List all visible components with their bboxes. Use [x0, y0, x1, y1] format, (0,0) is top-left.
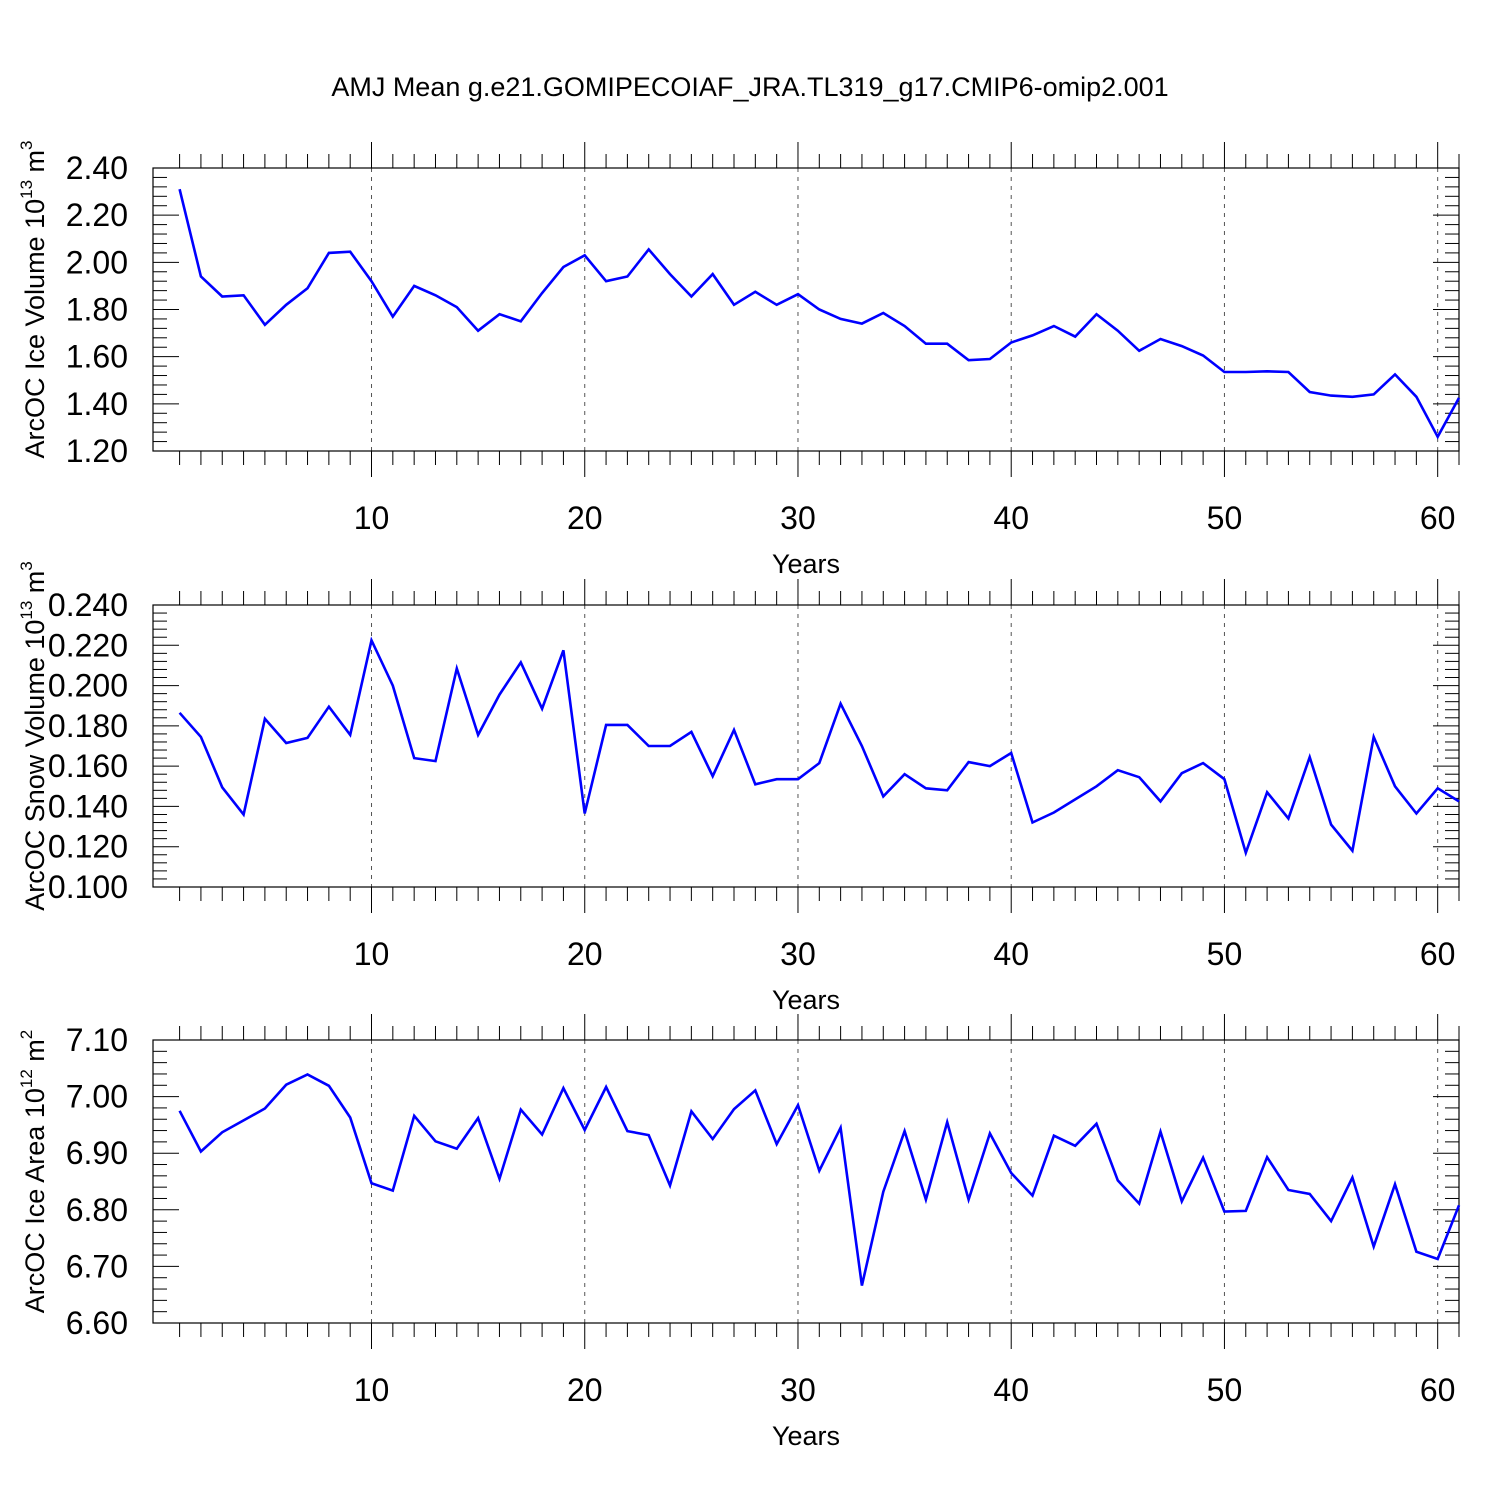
y-tick-label: 0.160: [48, 748, 128, 784]
x-tick-label: 60: [1420, 1372, 1456, 1408]
y-tick-label: 1.60: [66, 339, 128, 375]
y-tick-label: 2.00: [66, 244, 128, 280]
panel-snow-volume: 0.100 0.120 0.140 0.160 0.180 0.200 0.220 0.240…: [17, 561, 1460, 1015]
y-tick-label: 6.70: [66, 1248, 128, 1284]
series-line-snow-volume: [178, 636, 1460, 858]
x-tick-label: 40: [993, 500, 1029, 536]
y-axis-title: ArcOC Ice Volume 1013 m3: [17, 140, 50, 458]
x-tick-label: 50: [1207, 500, 1243, 536]
x-tick-label: 40: [993, 936, 1029, 972]
x-tick-label: 20: [567, 500, 603, 536]
y-tick-label: 1.40: [66, 386, 128, 422]
y-tick-label: 0.140: [48, 788, 128, 824]
y-tick-label: 7.10: [66, 1022, 128, 1058]
x-tick-label: 60: [1420, 500, 1456, 536]
y-tick-label: 1.80: [66, 292, 128, 328]
series-line-ice-area: [178, 1073, 1461, 1286]
x-tick-label: 10: [354, 1372, 390, 1408]
series-line-ice-volume: [178, 188, 1461, 440]
figure-title: AMJ Mean g.e21.GOMIPECOIAF_JRA.TL319_g17…: [331, 72, 1169, 102]
y-tick-label: 0.180: [48, 708, 128, 744]
y-tick-label: 0.120: [48, 829, 128, 865]
y-tick-label: 2.40: [66, 150, 128, 186]
panel-ice-volume: 1.20 1.40 1.60 1.80 2.00 2.20 2.40 10 20 30 40 50 60…: [17, 140, 1461, 579]
y-tick-label: 0.220: [48, 627, 128, 663]
x-tick-label: 60: [1420, 936, 1456, 972]
x-tick-label: 10: [354, 936, 390, 972]
x-tick-label: 20: [567, 1372, 603, 1408]
x-tick-label: 30: [780, 936, 816, 972]
x-axis-title: Years: [772, 549, 840, 579]
x-tick-label: 10: [354, 500, 390, 536]
y-tick-label: 0.240: [48, 587, 128, 623]
x-tick-label: 30: [780, 500, 816, 536]
y-axis-title: ArcOC Ice Area 1012 m2: [17, 1030, 50, 1314]
y-axis-title: ArcOC Snow Volume 1013 m3: [17, 561, 50, 911]
plot-frame: [152, 167, 1460, 452]
y-tick-label: 7.00: [66, 1079, 128, 1115]
y-tick-label: 6.80: [66, 1192, 128, 1228]
y-tick-label: 6.60: [66, 1305, 128, 1341]
y-tick-label: 6.90: [66, 1135, 128, 1171]
x-axis-title: Years: [772, 985, 840, 1015]
y-tick-label: 1.20: [66, 433, 128, 469]
x-axis-title: Years: [772, 1421, 840, 1451]
y-tick-label: 0.200: [48, 668, 128, 704]
y-tick-label: 2.20: [66, 197, 128, 233]
plot-frame: [152, 1039, 1460, 1324]
x-tick-label: 50: [1207, 1372, 1243, 1408]
x-tick-label: 40: [993, 1372, 1029, 1408]
plot-frame: [152, 604, 1460, 888]
x-tick-label: 30: [780, 1372, 816, 1408]
y-tick-label: 0.100: [48, 869, 128, 905]
panel-ice-area: 6.60 6.70 6.80 6.90 7.00 7.10 10 20 30 40 50 60 Year…: [17, 1014, 1461, 1451]
x-tick-label: 50: [1207, 936, 1243, 972]
x-tick-label: 20: [567, 936, 603, 972]
